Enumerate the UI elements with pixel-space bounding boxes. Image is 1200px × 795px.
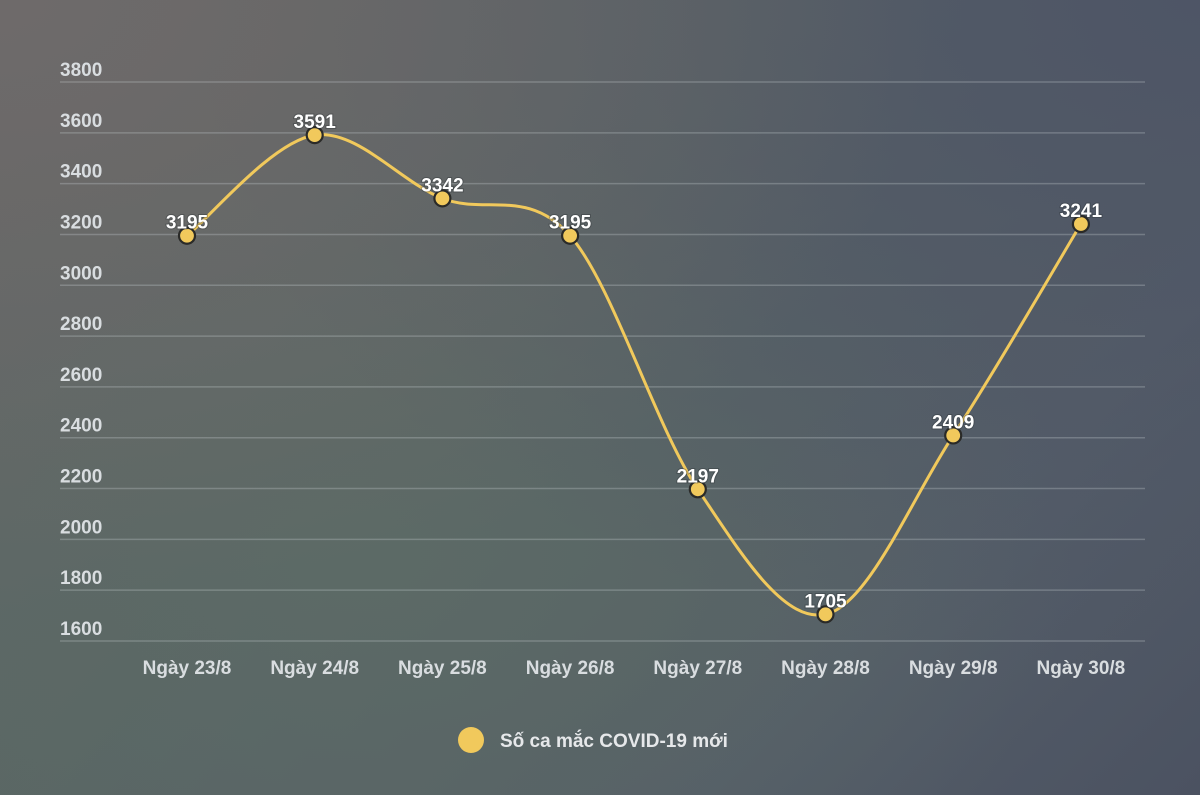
data-label: 2197	[677, 466, 719, 487]
x-tick-label: Ngày 28/8	[781, 658, 870, 679]
y-tick-label: 2400	[60, 416, 102, 437]
gridlines	[60, 81, 1145, 642]
y-tick-label: 2200	[60, 467, 102, 488]
y-tick-label: 1600	[60, 619, 102, 640]
data-label: 3241	[1060, 201, 1103, 222]
x-tick-label: Ngày 23/8	[143, 658, 232, 679]
y-axis-ticks: 1600 1800 2000 2200 2400 2600 2800 3000 3200 3400…	[60, 60, 102, 640]
legend-swatch[interactable]	[458, 727, 484, 753]
y-tick-label: 3600	[60, 111, 102, 132]
y-tick-label: 3800	[60, 60, 102, 81]
data-label: 3195	[549, 213, 592, 234]
data-point[interactable]	[433, 189, 452, 208]
y-tick-label: 3200	[60, 212, 102, 233]
y-tick-label: 2800	[60, 314, 102, 335]
x-tick-label: Ngày 25/8	[398, 658, 487, 679]
x-tick-label: Ngày 26/8	[526, 658, 615, 679]
y-tick-label: 1800	[60, 568, 102, 589]
data-label: 3342	[421, 175, 463, 196]
data-point[interactable]	[560, 226, 580, 245]
data-point[interactable]	[1071, 214, 1091, 234]
data-point[interactable]	[944, 426, 963, 445]
data-point[interactable]	[816, 605, 835, 624]
y-tick-label: 2000	[60, 517, 102, 538]
x-tick-label: Ngày 24/8	[270, 658, 359, 679]
data-point[interactable]	[688, 480, 707, 499]
data-label: 3195	[166, 213, 209, 234]
data-label: 2409	[932, 412, 974, 433]
data-point[interactable]	[177, 226, 197, 245]
data-labels: 3195 3591 3342 3195 2197 1705 2409 3241	[165, 111, 1104, 613]
data-label: 3591	[294, 112, 337, 133]
y-tick-label: 3400	[60, 162, 102, 183]
y-tick-label: 3000	[60, 263, 102, 284]
data-label: 1705	[804, 591, 847, 612]
series-layer	[177, 126, 1091, 624]
x-tick-label: Ngày 29/8	[909, 658, 998, 679]
x-tick-label: Ngày 27/8	[653, 658, 742, 679]
x-tick-label: Ngày 30/8	[1037, 658, 1126, 679]
legend[interactable]: Số ca mắc COVID-19 mới	[458, 727, 728, 753]
series-line	[186, 133, 1083, 617]
legend-label[interactable]: Số ca mắc COVID-19 mới	[500, 730, 728, 752]
y-tick-label: 2600	[60, 365, 102, 386]
data-point[interactable]	[305, 126, 324, 145]
x-axis-ticks: Ngày 23/8 Ngày 24/8 Ngày 25/8 Ngày 26/8 Ngày…	[143, 658, 1126, 679]
